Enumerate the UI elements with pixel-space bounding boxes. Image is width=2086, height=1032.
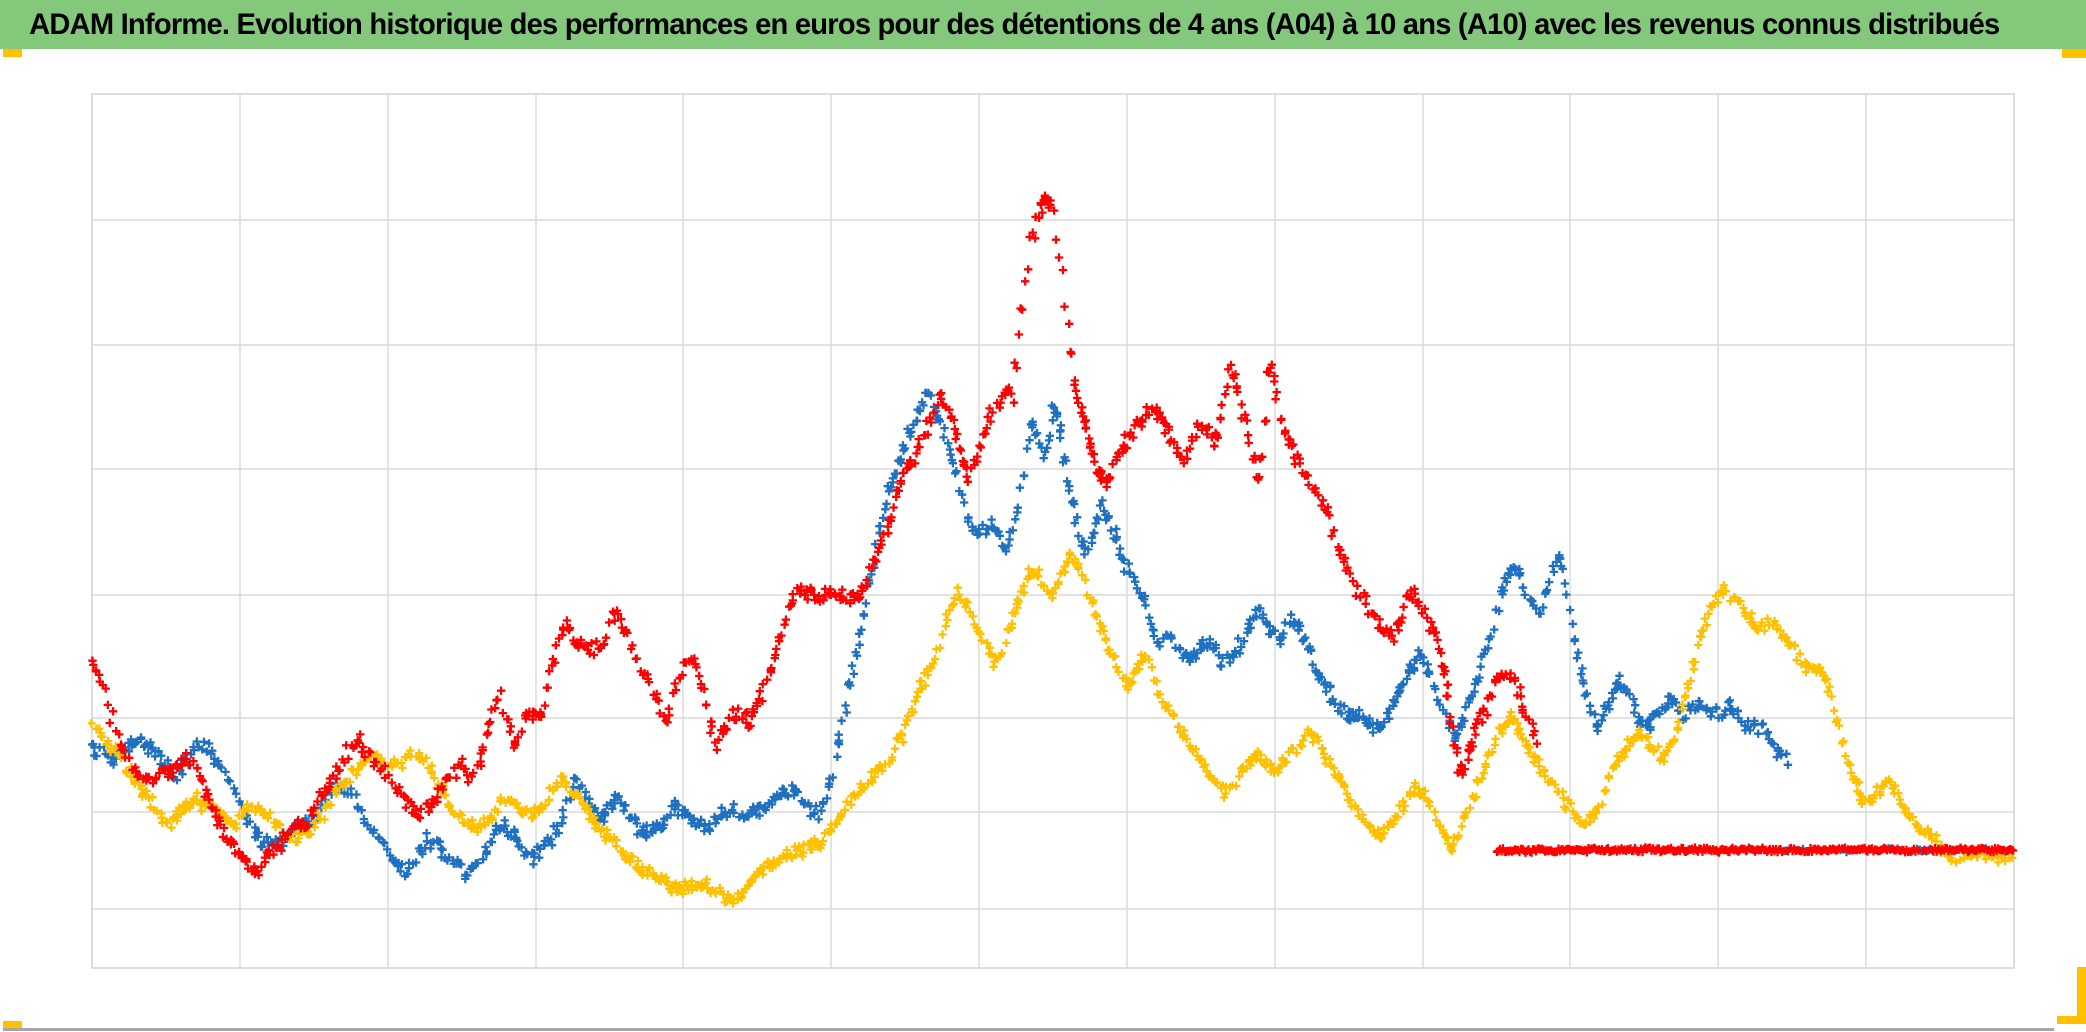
series-red-markers xyxy=(88,191,1542,880)
corner-accent-top-left xyxy=(3,49,22,57)
corner-accent-bottom-right-vertical xyxy=(2077,967,2086,1024)
corner-accent-bottom-right-foot xyxy=(2057,1016,2086,1024)
bottom-rule xyxy=(3,1028,2054,1031)
chart-title: ADAM Informe. Evolution historique des p… xyxy=(29,7,2000,41)
series-blue-markers xyxy=(88,388,1793,884)
corner-accent-bottom-left xyxy=(3,1021,22,1028)
floor-band-markers xyxy=(1492,843,2018,857)
title-banner: ADAM Informe. Evolution historique des p… xyxy=(0,0,2086,49)
corner-accent-top-right xyxy=(2062,49,2086,58)
